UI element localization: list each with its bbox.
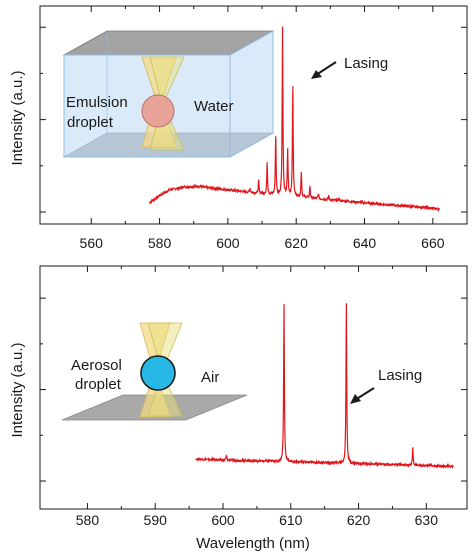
x-tick-label: 610 bbox=[279, 512, 303, 528]
inset-droplet-label-line1: Emulsion bbox=[66, 94, 128, 111]
x-tick-label: 580 bbox=[76, 512, 100, 528]
emulsion-droplet bbox=[141, 94, 175, 128]
emulsion-inset: Emulsion droplet Water bbox=[62, 30, 275, 158]
top-panel: Emulsion droplet Water Lasing Intensity … bbox=[9, 5, 468, 251]
x-tick-label: 590 bbox=[144, 512, 168, 528]
x-axis-label: Wavelength (nm) bbox=[196, 535, 310, 552]
bottom-y-ticks bbox=[40, 297, 467, 482]
bottom-x-ticks bbox=[86, 266, 427, 509]
x-tick-label: 620 bbox=[347, 512, 371, 528]
inset-medium-label: Air bbox=[201, 369, 219, 386]
inset-droplet-label-line1: Aerosol bbox=[71, 357, 122, 374]
bottom-spectrum-line bbox=[195, 303, 454, 469]
top-plot-frame bbox=[39, 5, 468, 225]
bottom-x-tick-labels: 580 590 600 610 620 630 bbox=[76, 512, 438, 528]
inset-medium-label: Water bbox=[194, 98, 233, 115]
x-tick-label: 560 bbox=[80, 235, 104, 251]
top-lasing-label: Lasing bbox=[344, 55, 388, 72]
x-tick-label: 620 bbox=[285, 235, 309, 251]
x-tick-label: 660 bbox=[421, 235, 445, 251]
x-tick-label: 600 bbox=[211, 512, 235, 528]
aerosol-inset: Aerosol droplet Air bbox=[61, 322, 248, 421]
top-spectrum-line bbox=[148, 26, 440, 213]
bottom-plot-frame bbox=[39, 265, 468, 510]
aerosol-droplet bbox=[140, 355, 176, 391]
bottom-lasing-arrow bbox=[350, 387, 375, 404]
x-tick-label: 600 bbox=[216, 235, 240, 251]
top-x-tick-labels: 560 580 600 620 640 660 bbox=[80, 235, 445, 251]
top-y-ticks bbox=[40, 26, 467, 213]
inset-droplet-label-line2: droplet bbox=[75, 376, 122, 393]
top-lasing-arrow bbox=[311, 61, 337, 79]
inset-droplet-label-line2: droplet bbox=[67, 114, 114, 131]
top-y-axis-label: Intensity (a.u.) bbox=[9, 70, 26, 165]
x-tick-label: 630 bbox=[415, 512, 439, 528]
bottom-y-axis-label: Intensity (a.u.) bbox=[9, 342, 26, 437]
bottom-panel: Aerosol droplet Air Lasing Intensity (a.… bbox=[9, 265, 468, 552]
bottom-lasing-label: Lasing bbox=[378, 367, 422, 384]
x-tick-label: 640 bbox=[353, 235, 377, 251]
top-x-ticks bbox=[90, 6, 434, 224]
x-tick-label: 580 bbox=[148, 235, 172, 251]
